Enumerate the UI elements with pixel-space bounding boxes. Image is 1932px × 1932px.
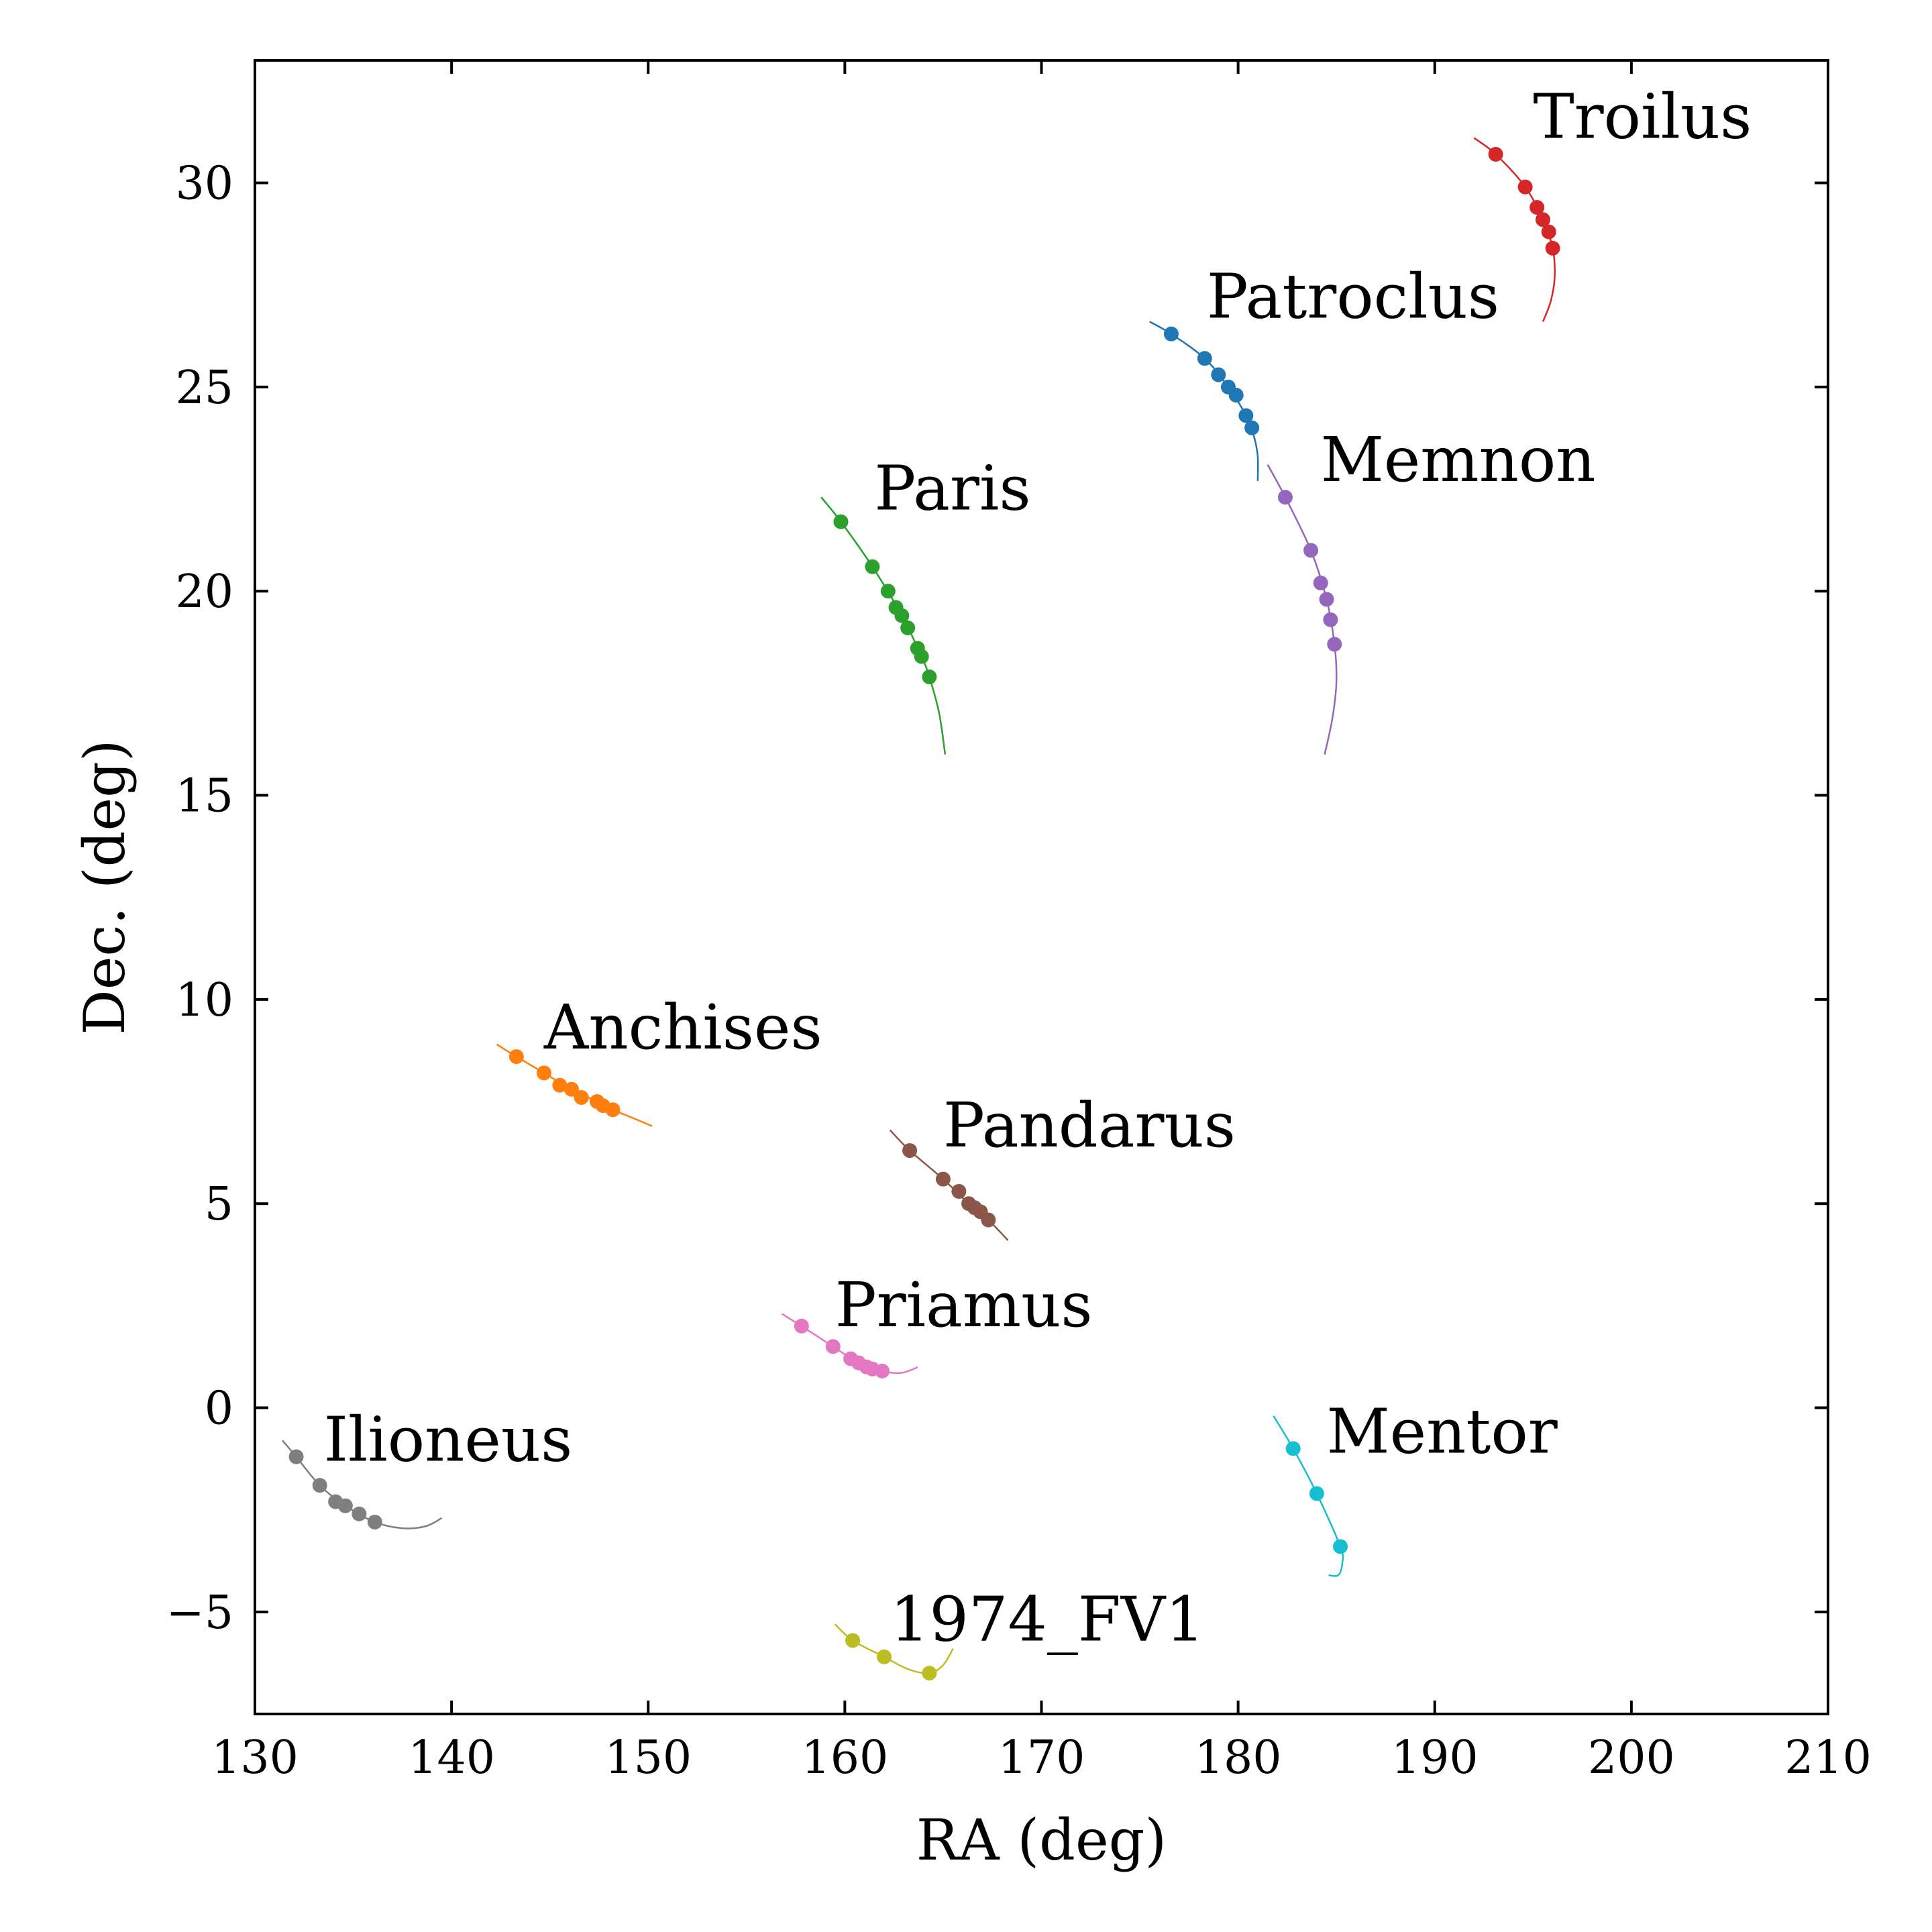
series-label-anchises: Anchises [543, 991, 822, 1063]
ticks-layer: 130 140 150 160 170 180 190 200 210 −5 0 5 10 15 20 25 3… [166, 60, 1872, 1784]
data-point-anchises [536, 1065, 551, 1081]
data-point-memnon [1319, 592, 1334, 607]
data-point-troilus [1541, 224, 1556, 239]
data-point-priamus [825, 1339, 841, 1354]
data-point-troilus [1545, 240, 1560, 256]
data-point-ilioneus [367, 1514, 382, 1529]
data-point-troilus [1517, 179, 1533, 195]
data-point-paris [833, 514, 849, 529]
data-point-troilus [1488, 146, 1503, 162]
data-point-paris [880, 584, 896, 599]
data-point-patroclus [1163, 326, 1179, 341]
data-point-pandarus [981, 1212, 996, 1228]
data-point-paris [914, 649, 929, 664]
series-label-memnon: Memnon [1321, 424, 1596, 496]
data-point-anchises [574, 1089, 589, 1105]
data-point-paris [894, 608, 910, 623]
y-tick-label: 5 [205, 1178, 233, 1231]
data-point-patroclus [1197, 351, 1212, 366]
y-tick-label: 30 [175, 158, 233, 211]
data-point-priamus [794, 1318, 809, 1334]
x-tick-label: 130 [211, 1731, 299, 1784]
x-tick-label: 210 [1784, 1731, 1872, 1784]
data-point-anchises [605, 1102, 621, 1118]
series-labels-layer: Troilus Patroclus Memnon Paris Anchises Panda… [324, 81, 1752, 1656]
data-point-paris [900, 621, 916, 636]
y-tick-label: 0 [205, 1383, 233, 1436]
y-tick-label: 10 [175, 974, 233, 1027]
y-axis-label: Dec. (deg) [72, 739, 138, 1034]
data-point-1974-fv1 [845, 1633, 861, 1648]
y-tick-label: −5 [166, 1587, 233, 1640]
data-point-priamus [875, 1363, 890, 1379]
data-point-memnon [1327, 637, 1342, 652]
x-tick-label: 160 [801, 1731, 888, 1784]
series-label-1974-fv1: 1974_FV1 [890, 1583, 1205, 1655]
data-point-mentor [1333, 1539, 1348, 1554]
series-label-paris: Paris [874, 453, 1030, 525]
data-point-ilioneus [288, 1449, 304, 1464]
data-point-1974-fv1 [877, 1649, 892, 1664]
data-point-ilioneus [312, 1478, 327, 1493]
x-tick-label: 170 [998, 1731, 1085, 1784]
x-axis-label: RA (deg) [916, 1807, 1167, 1873]
x-tick-label: 140 [408, 1731, 495, 1784]
y-tick-label: 20 [175, 566, 233, 619]
y-tick-label: 25 [175, 362, 233, 415]
data-point-memnon [1303, 543, 1319, 558]
data-point-patroclus [1244, 420, 1260, 435]
data-point-memnon [1323, 612, 1338, 627]
points-layer [288, 146, 1560, 1681]
data-point-memnon [1277, 490, 1293, 505]
x-tick-label: 200 [1588, 1731, 1675, 1784]
data-point-1974-fv1 [922, 1666, 937, 1681]
data-point-pandarus [951, 1183, 967, 1199]
data-point-mentor [1309, 1486, 1324, 1501]
series-label-priamus: Priamus [835, 1269, 1093, 1341]
data-point-pandarus [902, 1143, 918, 1159]
series-label-pandarus: Pandarus [943, 1089, 1236, 1161]
data-point-ilioneus [352, 1506, 367, 1521]
data-point-pandarus [935, 1171, 951, 1187]
x-tick-label: 180 [1195, 1731, 1282, 1784]
data-point-patroclus [1211, 367, 1226, 382]
y-tick-label: 15 [175, 770, 233, 823]
data-point-patroclus [1238, 408, 1254, 423]
x-tick-label: 190 [1391, 1731, 1479, 1784]
data-point-paris [922, 669, 937, 685]
data-point-patroclus [1228, 388, 1244, 403]
data-point-troilus [1529, 200, 1545, 215]
data-point-troilus [1535, 212, 1550, 227]
data-point-memnon [1313, 576, 1328, 591]
series-label-mentor: Mentor [1327, 1395, 1558, 1467]
data-point-anchises [564, 1081, 579, 1097]
data-point-mentor [1285, 1441, 1301, 1456]
series-label-ilioneus: Ilioneus [324, 1404, 573, 1476]
data-point-anchises [508, 1049, 524, 1065]
series-label-troilus: Troilus [1533, 81, 1752, 153]
x-tick-label: 150 [604, 1731, 692, 1784]
plot-frame [254, 59, 1829, 1715]
data-point-paris [865, 559, 880, 574]
series-label-patroclus: Patroclus [1207, 260, 1499, 332]
data-point-anchises [552, 1077, 568, 1093]
data-point-ilioneus [337, 1498, 353, 1513]
